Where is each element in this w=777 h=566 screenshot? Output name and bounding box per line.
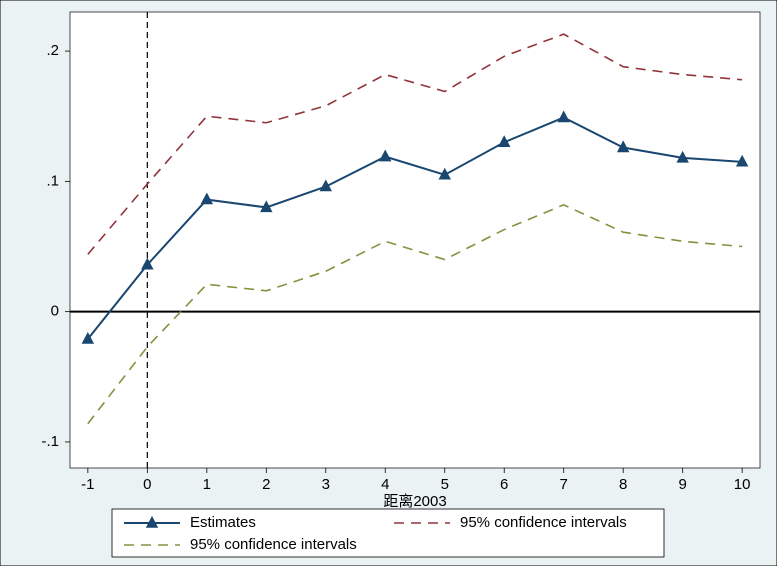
x-tick-label: 3: [322, 476, 330, 493]
event-study-chart: -.1 0 .1 .2 -1 0 1 2 3 4 5 6 7 8 9 10 距离2003 Estimates 95%…: [0, 0, 777, 566]
x-tick-label: 6: [500, 476, 508, 493]
x-tick-label: 1: [203, 476, 211, 493]
legend-label: Estimates: [190, 514, 256, 531]
x-tick-label: 0: [143, 476, 151, 493]
y-tick-label: -.1: [41, 433, 59, 450]
chart-svg: -.1 0 .1 .2 -1 0 1 2 3 4 5 6 7 8 9 10 距离2003 Estimates 95%…: [0, 0, 777, 566]
x-tick-label: 9: [679, 476, 687, 493]
y-tick-label: .2: [46, 42, 59, 59]
x-tick-label: 4: [381, 476, 389, 493]
y-tick-label: .1: [46, 172, 59, 189]
legend-label: 95% confidence intervals: [460, 514, 627, 531]
x-tick-label: -1: [81, 476, 94, 493]
x-tick-label: 7: [560, 476, 568, 493]
x-tick-label: 5: [441, 476, 449, 493]
y-tick-label: 0: [51, 303, 59, 320]
x-tick-label: 10: [734, 476, 751, 493]
x-tick-label: 8: [619, 476, 627, 493]
plot-area: [70, 12, 760, 468]
x-tick-label: 2: [262, 476, 270, 493]
legend-label: 95% confidence intervals: [190, 536, 357, 553]
x-axis-label: 距离2003: [383, 493, 446, 510]
